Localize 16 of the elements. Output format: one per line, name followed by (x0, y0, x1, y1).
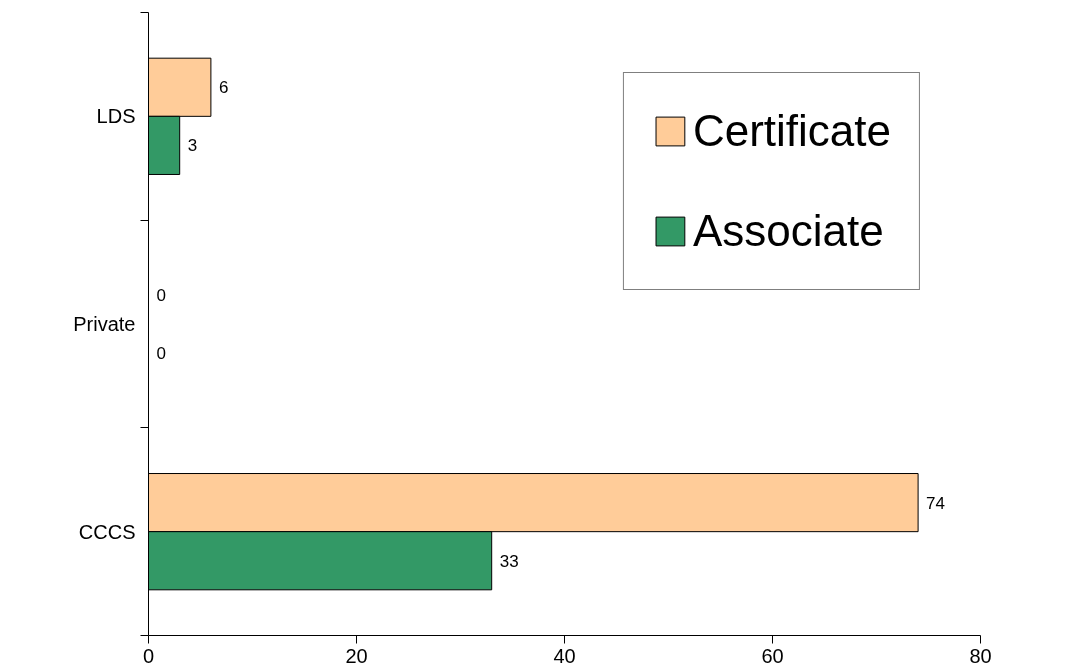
data-label: 3 (187, 136, 198, 156)
data-label: 33 (499, 551, 519, 571)
data-label: 74 (926, 493, 946, 513)
x-tick-label: 80 (969, 644, 992, 665)
legend-label: Certificate (692, 105, 891, 157)
data-label: 0 (156, 344, 166, 364)
y-tick-label: Private (73, 313, 136, 335)
x-tick-label: 60 (761, 644, 784, 665)
data-label: 6 (218, 78, 229, 98)
y-tick-label: CCCS (78, 520, 136, 543)
x-tick-label: 20 (345, 644, 368, 665)
legend-label: Associate (692, 205, 884, 257)
x-tick-label: 0 (142, 644, 155, 665)
x-tick-label: 40 (553, 644, 576, 665)
data-label: 0 (156, 285, 166, 305)
y-tick-label: LDS (96, 105, 136, 128)
